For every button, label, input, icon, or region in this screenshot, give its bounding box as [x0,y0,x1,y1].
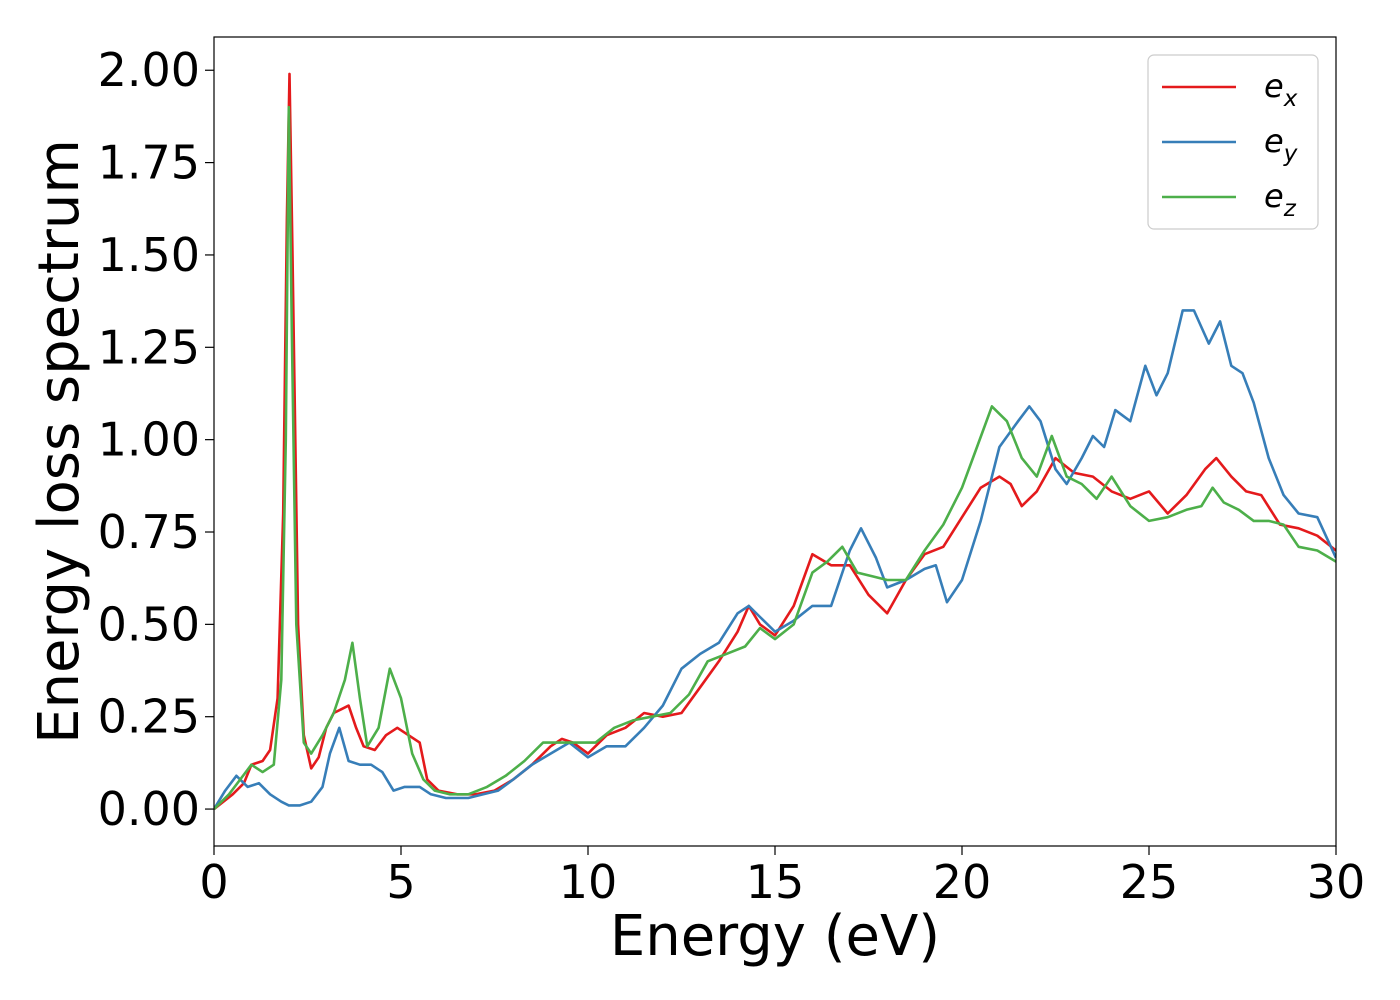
x-tick-label: 30 [1307,855,1366,909]
x-tick-label: 0 [199,855,228,909]
y-tick-label: 2.00 [98,43,200,97]
y-tick-label: 0.25 [98,690,200,744]
y-axis: 0.00 0.25 0.50 0.75 1.00 1.25 1.50 1.75 2.00 [98,43,214,836]
y-axis-label: Energy loss spectrum [27,139,92,744]
x-axis: 0 5 10 15 20 25 30 [199,846,1365,909]
x-tick-label: 25 [1120,855,1179,909]
legend: ex ey ez [1147,54,1319,230]
plot-content [214,72,1336,811]
y-tick-label: 0.75 [98,505,200,559]
y-tick-label: 1.75 [98,136,200,190]
legend-label-z: ez [1264,177,1297,222]
legend-label-y: ey [1264,122,1298,167]
y-tick-label: 1.50 [98,228,200,282]
x-tick-label: 5 [386,855,415,909]
legend-label-x: ex [1264,67,1298,112]
y-tick-label: 1.00 [98,413,200,467]
y-tick-label: 0.00 [98,782,200,836]
x-tick-label: 20 [933,855,992,909]
y-tick-label: 0.50 [98,597,200,651]
series-line-z [214,105,1336,811]
x-axis-label: Energy (eV) [610,904,940,969]
y-tick-label: 1.25 [98,320,200,374]
x-tick-label: 10 [559,855,618,909]
series-line-y [214,309,1336,810]
x-tick-label: 15 [746,855,805,909]
